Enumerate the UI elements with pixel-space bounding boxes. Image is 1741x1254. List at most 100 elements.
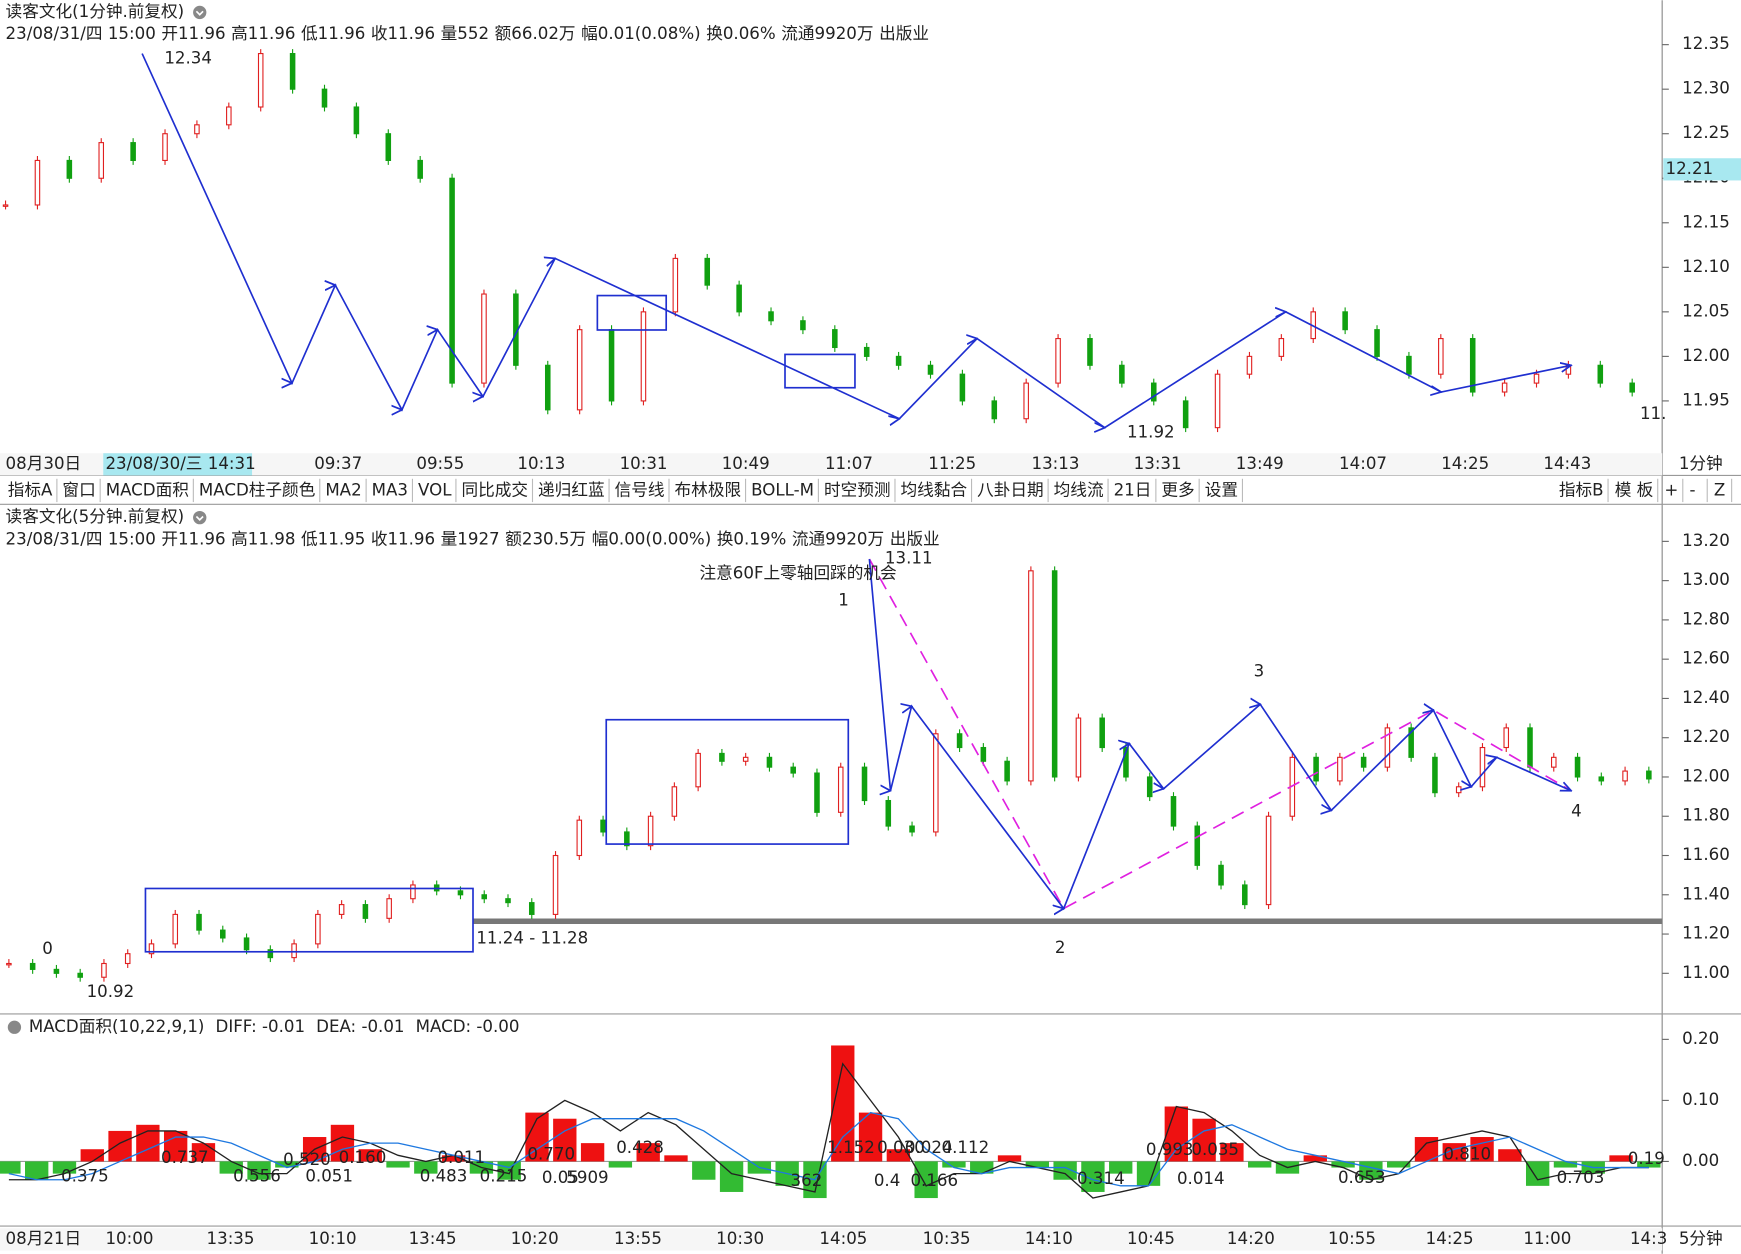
candle bbox=[124, 953, 131, 965]
settings-icon[interactable] bbox=[193, 5, 207, 20]
toolbar-button[interactable]: 均线黏合 bbox=[901, 480, 968, 499]
candle bbox=[1455, 786, 1462, 794]
quote-field: 低11.96 bbox=[301, 24, 365, 43]
candle bbox=[291, 943, 297, 959]
candle bbox=[66, 159, 73, 179]
candle bbox=[832, 329, 838, 349]
toolbar-button[interactable]: 布林极限 bbox=[675, 480, 742, 499]
candle bbox=[704, 257, 711, 286]
area-label: 0.428 bbox=[616, 1138, 664, 1157]
toolbar-button[interactable]: + bbox=[1664, 480, 1678, 499]
toolbar-button[interactable]: 时空预测 bbox=[824, 480, 891, 499]
toolbar-button[interactable]: 21日 bbox=[1114, 480, 1152, 499]
toolbar-button[interactable]: 更多 bbox=[1161, 480, 1194, 499]
consolidation-box bbox=[144, 887, 474, 953]
candle bbox=[481, 293, 487, 384]
candle bbox=[1374, 329, 1380, 357]
toolbar-button[interactable]: MA2 bbox=[325, 480, 361, 499]
macd-bar bbox=[275, 1161, 299, 1168]
area-label: 0.215 bbox=[480, 1167, 528, 1186]
toolbar-button[interactable]: 递归红蓝 bbox=[538, 480, 605, 499]
current-price-label: 12.21 bbox=[1665, 159, 1713, 178]
x-tick-label: 10:00 bbox=[105, 1229, 153, 1248]
candle bbox=[736, 284, 742, 313]
toolbar-button[interactable]: 均线流 bbox=[1054, 480, 1104, 499]
macd-bar bbox=[1637, 1161, 1661, 1168]
toolbar-button[interactable]: MA3 bbox=[372, 480, 408, 499]
toolbar-button[interactable]: 窗口 bbox=[62, 480, 95, 499]
candle bbox=[956, 733, 963, 749]
time-axis-row bbox=[0, 1228, 1663, 1251]
settings-icon[interactable] bbox=[7, 1020, 22, 1034]
macd-bar bbox=[1136, 1161, 1161, 1186]
toolbar-button[interactable]: 同比成交 bbox=[461, 480, 528, 499]
candle bbox=[1432, 756, 1438, 794]
candle bbox=[1598, 776, 1605, 782]
toolbar-button[interactable]: - bbox=[1689, 480, 1695, 499]
macd-bar bbox=[386, 1161, 410, 1168]
y-tick-label: 11.20 bbox=[1682, 924, 1730, 943]
x-tick-label: 14:10 bbox=[1025, 1229, 1073, 1248]
y-tick-label: 11.60 bbox=[1682, 845, 1730, 864]
indicator-line bbox=[8, 1062, 1649, 1199]
area-label: 0.810 bbox=[1443, 1144, 1491, 1163]
toolbar-button[interactable]: 八卦日期 bbox=[977, 480, 1044, 499]
toolbar-button[interactable]: Z bbox=[1714, 480, 1725, 499]
wave-label: 3 bbox=[1254, 661, 1265, 680]
candle bbox=[719, 752, 725, 762]
period-label[interactable]: 1分钟 bbox=[1679, 454, 1723, 473]
y-tick-label: 0.10 bbox=[1682, 1090, 1719, 1109]
quote-field: 出版业 bbox=[890, 529, 940, 548]
period-label[interactable]: 5分钟 bbox=[1679, 1229, 1723, 1248]
candle bbox=[1479, 746, 1486, 788]
area-label: 0.703 bbox=[1557, 1168, 1605, 1187]
x-tick-label: 08月21日 bbox=[6, 1229, 82, 1248]
panel-title: 读客文化(5分钟.前复权) bbox=[6, 507, 185, 526]
area-label: 0.035 bbox=[1191, 1140, 1239, 1159]
quote-field: 量552 bbox=[441, 24, 489, 43]
macd-bar bbox=[441, 1155, 466, 1162]
macd-bar bbox=[1053, 1161, 1077, 1180]
toolbar-button[interactable]: MACD面积 bbox=[106, 480, 189, 499]
toolbar-button[interactable]: 设置 bbox=[1205, 480, 1238, 499]
macd-bar bbox=[1164, 1106, 1188, 1162]
candle bbox=[53, 968, 60, 974]
x-tick-label: 14:07 bbox=[1339, 454, 1387, 473]
settings-icon[interactable] bbox=[193, 510, 207, 525]
area-label: 0.051 bbox=[305, 1167, 353, 1186]
toolbar-button[interactable]: 模 板 bbox=[1615, 480, 1654, 499]
candle bbox=[1087, 338, 1093, 366]
candle bbox=[98, 142, 105, 179]
candle bbox=[1629, 382, 1635, 393]
y-tick-label: 11.95 bbox=[1682, 390, 1730, 409]
candle bbox=[1194, 825, 1201, 866]
area-label: 0.737 bbox=[161, 1148, 209, 1167]
candle bbox=[1438, 338, 1444, 375]
candle bbox=[647, 815, 654, 847]
candle bbox=[386, 898, 392, 919]
macd-bar bbox=[580, 1143, 605, 1162]
indicator-legend: DIFF: -0.01 bbox=[216, 1017, 306, 1036]
toolbar-button[interactable]: VOL bbox=[418, 480, 452, 499]
area-label: 0.520 bbox=[283, 1150, 331, 1169]
macd-bar bbox=[108, 1130, 132, 1162]
candle bbox=[1242, 884, 1248, 906]
candle bbox=[600, 819, 606, 833]
candle bbox=[1527, 727, 1533, 768]
quote-field: 流通9920万 bbox=[781, 24, 873, 43]
x-tick-label: 10:45 bbox=[1127, 1229, 1175, 1248]
x-tick-label: 10:35 bbox=[923, 1229, 971, 1248]
toolbar-button[interactable]: 信号线 bbox=[615, 480, 665, 499]
y-tick-label: 12.00 bbox=[1682, 346, 1730, 365]
candle bbox=[624, 831, 630, 847]
area-label: 0.011 bbox=[437, 1148, 485, 1167]
y-tick-label: 12.60 bbox=[1682, 649, 1730, 668]
toolbar-button[interactable]: 指标A bbox=[8, 480, 53, 499]
toolbar-button[interactable]: MACD柱子颜色 bbox=[199, 480, 316, 499]
quote-field: 开11.96 bbox=[161, 529, 225, 548]
candle bbox=[194, 124, 200, 135]
quote-field: 幅0.01(0.08%) bbox=[581, 24, 701, 43]
toolbar-button[interactable]: 指标B bbox=[1559, 480, 1604, 499]
toolbar-button[interactable]: BOLL-M bbox=[751, 480, 814, 499]
